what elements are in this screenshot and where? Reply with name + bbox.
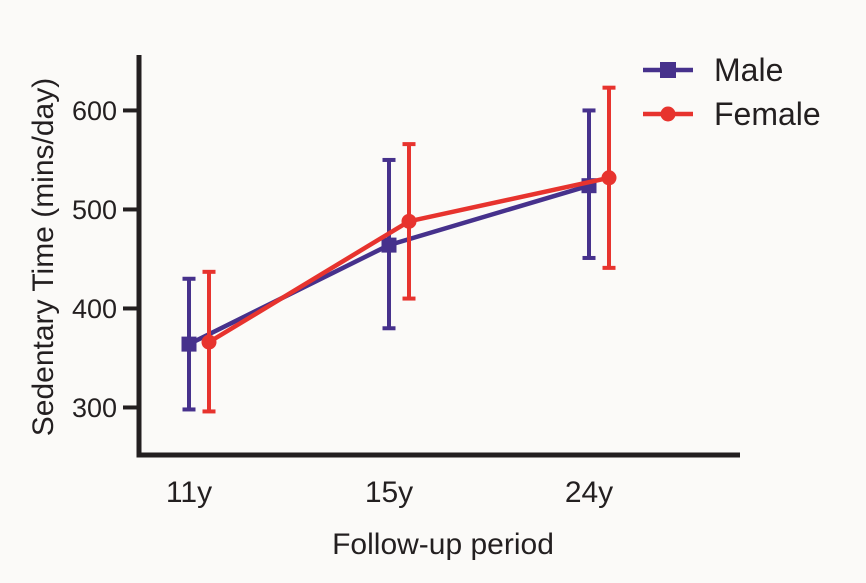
y-tick-label: 400 — [72, 294, 117, 324]
male-legend-marker — [643, 62, 693, 78]
x-tick-label: 24y — [565, 476, 613, 509]
legend-label-female: Female — [714, 96, 821, 132]
y-tick-label: 600 — [72, 96, 117, 126]
female-marker — [401, 213, 417, 229]
female-marker — [201, 334, 217, 350]
female-legend-marker — [643, 106, 693, 122]
male-marker — [181, 336, 197, 352]
y-axis-title: Sedentary Time (mins/day) — [27, 77, 60, 437]
x-tick-label: 15y — [365, 476, 413, 509]
female-series — [201, 85, 617, 414]
male-series — [181, 108, 597, 412]
male-marker — [381, 237, 397, 253]
x-axis-title: Follow-up period — [332, 528, 554, 561]
y-tick-label: 300 — [72, 393, 117, 423]
legend: Male Female — [642, 52, 821, 132]
legend-item-female: Female — [642, 96, 821, 132]
female-marker — [601, 170, 617, 186]
x-tick-label: 11y — [166, 476, 212, 509]
y-tick-label: 500 — [72, 195, 117, 225]
legend-item-male: Male — [642, 52, 821, 88]
legend-label-male: Male — [714, 52, 784, 88]
